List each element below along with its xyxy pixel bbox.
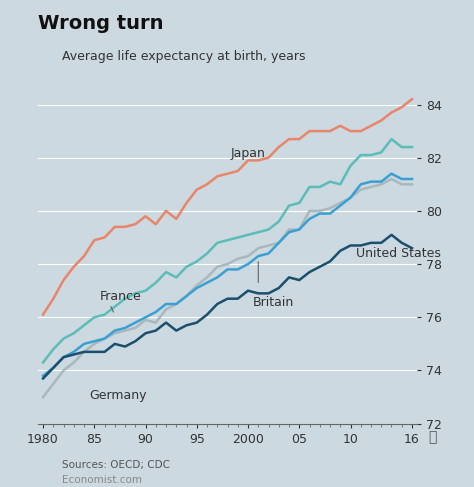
Text: Britain: Britain [253,296,294,309]
Text: Japan: Japan [230,148,265,160]
Text: ⤸: ⤸ [428,431,437,445]
Text: United States: United States [356,247,440,260]
Text: Germany: Germany [89,389,146,402]
Text: Average life expectancy at birth, years: Average life expectancy at birth, years [62,50,305,62]
Text: Sources: OECD; CDC: Sources: OECD; CDC [62,460,170,470]
Text: Economist.com: Economist.com [62,475,142,485]
Text: Wrong turn: Wrong turn [38,14,164,33]
Text: France: France [100,289,141,302]
